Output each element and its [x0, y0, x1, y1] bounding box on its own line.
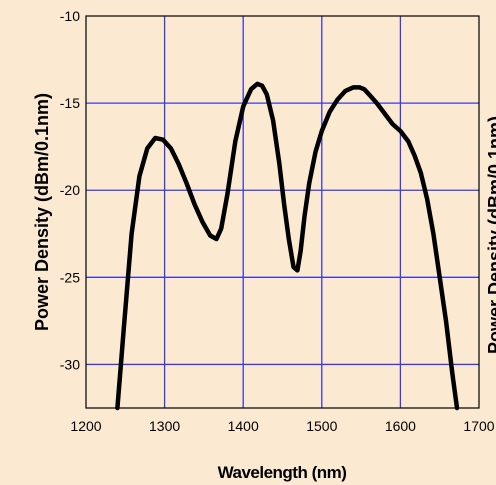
x-tick-label: 1600: [385, 418, 416, 434]
y-axis-title: Power Density (dBm/0.1nm): [32, 93, 52, 331]
x-axis-title: Wavelength (nm): [218, 463, 347, 482]
y-tick-label: -30: [60, 356, 80, 372]
x-tick-label: 1700: [463, 418, 494, 434]
y-tick-label: -10: [60, 8, 80, 24]
y-axis-ticks: -10 -15 -20 -25 -30: [60, 8, 80, 372]
y-tick-label: -25: [60, 269, 80, 285]
x-tick-label: 1400: [228, 418, 259, 434]
x-tick-label: 1500: [306, 418, 337, 434]
x-tick-label: 1200: [70, 418, 101, 434]
y-tick-label: -15: [60, 95, 80, 111]
x-axis-ticks: 1200 1300 1400 1500 1600 1700: [70, 418, 494, 434]
plot-frame: [85, 15, 480, 409]
x-tick-label: 1300: [149, 418, 180, 434]
spectrum-series-line: [115, 81, 460, 411]
y-tick-label: -20: [60, 182, 80, 198]
clipped-right-y-axis-title: Power Density (dBm/0.1nm): [485, 116, 496, 354]
plot-area: [86, 16, 479, 408]
